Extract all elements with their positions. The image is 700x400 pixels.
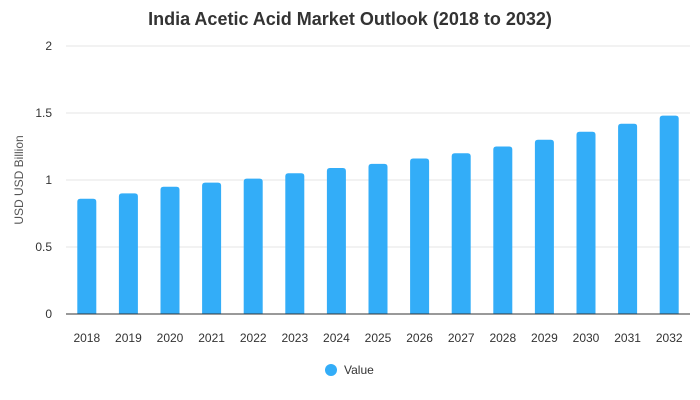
y-tick-label: 1.5 [35, 106, 52, 120]
bar-2032[interactable] [659, 115, 679, 315]
y-axis-ticks: 0 0.5 1 1.5 2 [35, 39, 52, 321]
x-tick-label: 2020 [157, 331, 184, 345]
x-tick-label: 2018 [73, 331, 100, 345]
bar-2020[interactable] [160, 186, 180, 314]
y-tick-label: 0.5 [35, 240, 52, 254]
y-tick-label: 0 [45, 307, 52, 321]
chart-title: India Acetic Acid Market Outlook (2018 t… [148, 9, 552, 29]
x-axis-ticks: 2018 2019 2020 2021 2022 2023 2024 2025 2026 2027… [73, 331, 682, 345]
x-tick-label: 2027 [448, 331, 475, 345]
x-tick-label: 2019 [115, 331, 142, 345]
x-tick-label: 2023 [281, 331, 308, 345]
bar-2021[interactable] [202, 182, 222, 314]
x-tick-label: 2028 [489, 331, 516, 345]
x-tick-label: 2025 [365, 331, 392, 345]
bars [77, 115, 679, 315]
x-tick-label: 2021 [198, 331, 225, 345]
x-tick-label: 2032 [656, 331, 683, 345]
x-tick-label: 2030 [573, 331, 600, 345]
legend-label-value: Value [344, 363, 374, 377]
legend-swatch-value [325, 364, 337, 376]
bar-2030[interactable] [576, 131, 596, 314]
x-tick-label: 2029 [531, 331, 558, 345]
y-tick-label: 2 [45, 39, 52, 53]
bar-2024[interactable] [326, 167, 346, 314]
x-tick-label: 2026 [406, 331, 433, 345]
x-tick-label: 2024 [323, 331, 350, 345]
bar-2028[interactable] [493, 146, 513, 315]
bar-2022[interactable] [243, 178, 263, 314]
bar-2029[interactable] [534, 139, 554, 314]
x-tick-label: 2031 [614, 331, 641, 345]
bar-2018[interactable] [77, 198, 97, 314]
bar-2031[interactable] [618, 123, 638, 314]
bar-2027[interactable] [451, 153, 471, 314]
y-axis-label: USD USD Billion [12, 135, 26, 224]
x-tick-label: 2022 [240, 331, 267, 345]
bar-2025[interactable] [368, 163, 388, 314]
bar-2026[interactable] [410, 158, 430, 314]
legend[interactable]: Value [325, 363, 374, 377]
y-tick-label: 1 [45, 173, 52, 187]
bar-2019[interactable] [118, 193, 138, 314]
bar-2023[interactable] [285, 173, 305, 314]
